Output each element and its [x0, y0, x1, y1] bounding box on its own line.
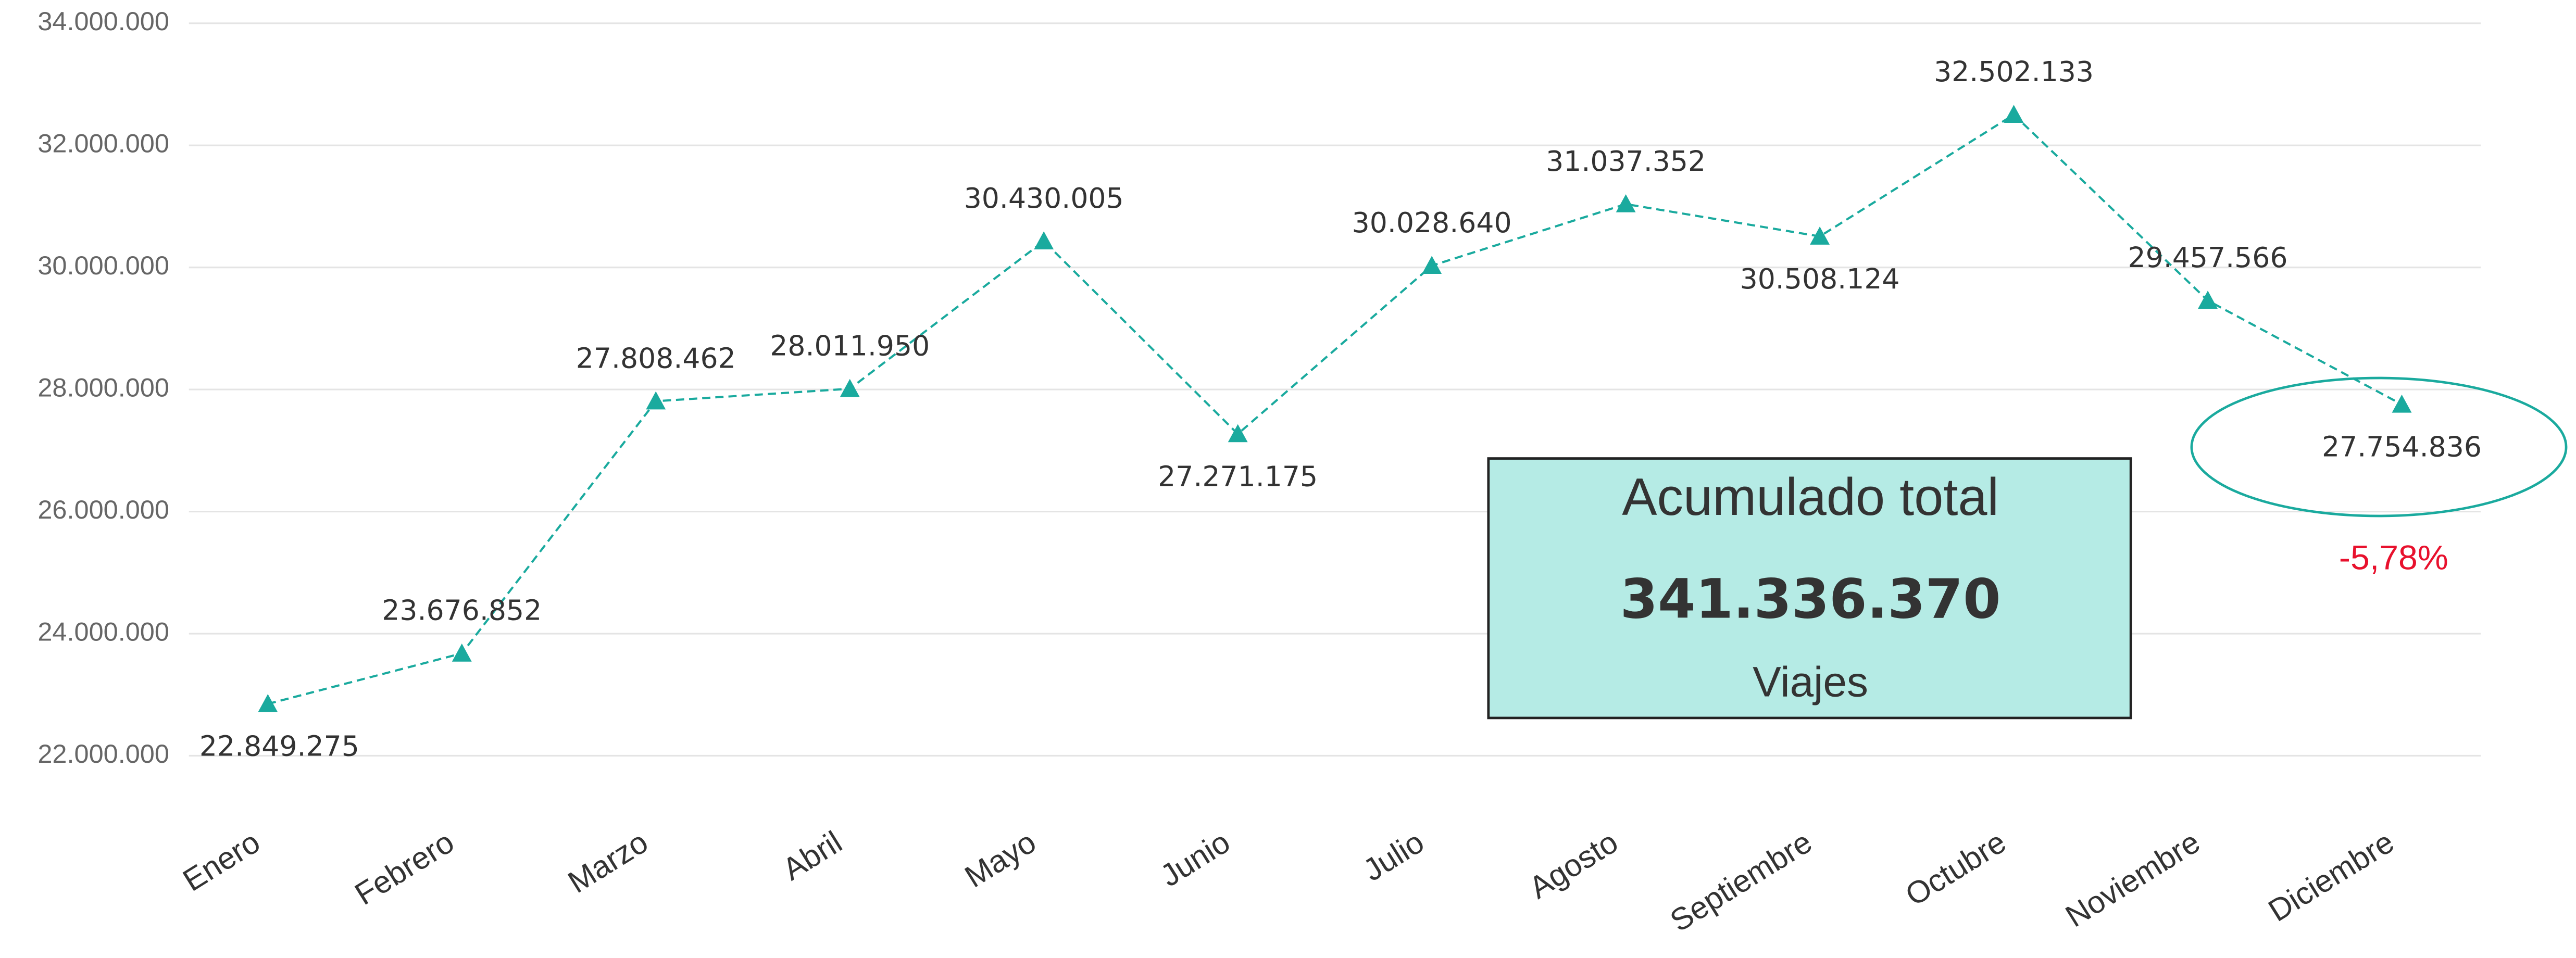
- card-unit: Viajes: [1753, 659, 1868, 706]
- x-tick-label: Abril: [777, 824, 848, 887]
- point-marker: [1422, 256, 1442, 274]
- point-marker: [646, 391, 666, 410]
- card-value: 341.336.370: [1620, 567, 2001, 631]
- x-tick-label: Diciembre: [2262, 824, 2400, 928]
- y-tick-label: 22.000.000: [37, 739, 169, 768]
- point-marker: [1034, 231, 1054, 249]
- x-tick-label: Agosto: [1523, 824, 1624, 905]
- x-tick-label: Enero: [177, 824, 266, 898]
- x-tick-label: Julio: [1357, 824, 1430, 888]
- data-label: 29.457.566: [2128, 241, 2288, 274]
- series-line: [267, 113, 2403, 705]
- data-label: 28.011.950: [770, 329, 930, 362]
- data-label: 32.502.133: [1934, 55, 2094, 88]
- data-label: 22.849.275: [199, 730, 359, 763]
- x-tick-label: Marzo: [562, 824, 654, 900]
- y-tick-label: 32.000.000: [37, 128, 169, 158]
- change-annotation: -5,78%: [2339, 539, 2448, 577]
- x-tick-label: Noviembre: [2059, 824, 2206, 934]
- data-label: 30.028.640: [1352, 206, 1512, 239]
- x-tick-label: Septiembre: [1664, 824, 1818, 938]
- x-tick-label: Febrero: [349, 824, 460, 912]
- total-card: [1487, 457, 2132, 720]
- x-tick-label: Junio: [1154, 824, 1236, 893]
- card-title: Acumulado total: [1622, 468, 1999, 526]
- data-label: 27.808.462: [576, 342, 736, 374]
- data-label: 23.676.852: [382, 594, 542, 627]
- point-marker: [1616, 194, 1636, 212]
- point-marker: [2004, 105, 2024, 123]
- x-tick-label: Mayo: [959, 824, 1042, 894]
- point-marker: [2198, 291, 2218, 309]
- y-tick-label: 28.000.000: [37, 372, 169, 402]
- data-label: 27.754.836: [2322, 431, 2482, 463]
- highlight-ellipse: [2190, 376, 2568, 518]
- data-label: 30.508.124: [1740, 262, 1900, 295]
- point-marker: [452, 643, 472, 662]
- y-tick-label: 34.000.000: [37, 6, 169, 36]
- point-marker: [1810, 226, 1830, 245]
- data-label: 30.430.005: [964, 182, 1124, 215]
- y-tick-label: 30.000.000: [37, 250, 169, 280]
- data-label: 27.271.175: [1158, 460, 1318, 493]
- y-tick-label: 26.000.000: [37, 495, 169, 524]
- data-label: 31.037.352: [1546, 145, 1706, 178]
- point-marker: [258, 694, 278, 712]
- x-tick-label: Octubre: [1899, 824, 2012, 913]
- point-marker: [840, 379, 860, 397]
- point-marker: [2392, 394, 2412, 413]
- y-tick-label: 24.000.000: [37, 616, 169, 646]
- point-marker: [1228, 424, 1248, 443]
